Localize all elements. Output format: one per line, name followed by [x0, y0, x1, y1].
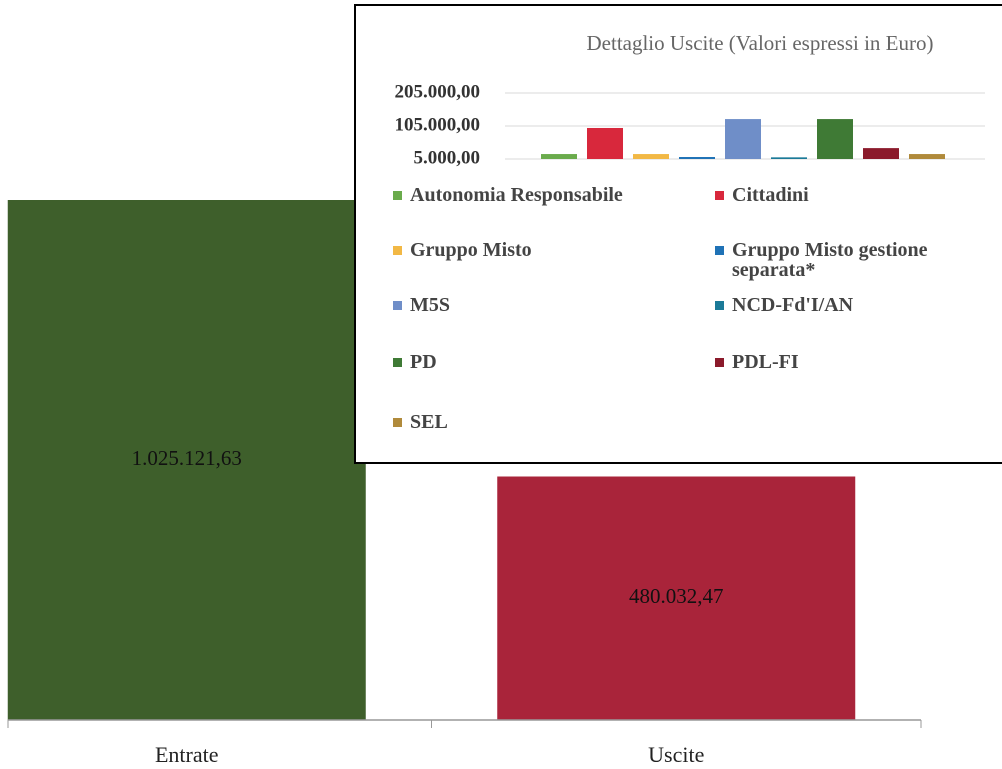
value-label: 480.032,47 — [629, 584, 724, 608]
legend-swatch — [715, 191, 724, 200]
legend-item: Cittadini — [715, 185, 809, 205]
legend-item: PDL-FI — [715, 352, 799, 372]
legend-swatch — [393, 246, 402, 255]
legend-swatch — [715, 358, 724, 367]
legend-swatch — [715, 246, 724, 255]
legend-item: Gruppo Misto gestione separata* — [715, 240, 952, 280]
bar — [771, 157, 807, 159]
bar — [725, 119, 761, 159]
legend-swatch — [393, 191, 402, 200]
inset-frame — [354, 4, 1002, 464]
legend-label: SEL — [410, 411, 448, 433]
legend-label: Gruppo Misto — [410, 239, 532, 261]
legend-item: PD — [393, 352, 437, 372]
bar — [541, 154, 577, 159]
x-tick-label: Entrate — [155, 742, 219, 767]
legend-swatch — [393, 358, 402, 367]
legend-item: Autonomia Responsabile — [393, 185, 623, 205]
legend-item: M5S — [393, 295, 450, 315]
value-label: 1.025.121,63 — [132, 446, 242, 470]
bar — [587, 127, 623, 159]
y-tick-label: 105.000,00 — [395, 114, 481, 135]
legend-swatch — [393, 301, 402, 310]
bar — [7, 200, 366, 720]
legend-swatch — [393, 418, 402, 427]
bar — [909, 154, 945, 159]
legend-label: Gruppo Misto gestione separata* — [732, 239, 928, 281]
legend-item: NCD-Fd'I/AN — [715, 295, 853, 315]
legend-swatch — [715, 301, 724, 310]
legend-label: Cittadini — [732, 184, 809, 206]
inset-title: Dettaglio Uscite (Valori espressi in Eur… — [587, 31, 934, 55]
bar — [679, 157, 715, 159]
legend-label: NCD-Fd'I/AN — [732, 294, 854, 316]
legend-item: SEL — [393, 412, 448, 432]
bar — [817, 119, 853, 159]
bar — [497, 476, 856, 720]
x-tick-label: Uscite — [648, 742, 704, 767]
bar — [863, 148, 899, 159]
legend-label: PD — [410, 351, 437, 373]
legend-label: PDL-FI — [732, 351, 799, 373]
legend-label: Autonomia Responsabile — [410, 184, 623, 206]
y-tick-label: 5.000,00 — [414, 147, 481, 168]
bar — [633, 154, 669, 159]
legend-item: Gruppo Misto — [393, 240, 532, 260]
y-tick-label: 205.000,00 — [395, 81, 481, 102]
legend-label: M5S — [410, 294, 450, 316]
